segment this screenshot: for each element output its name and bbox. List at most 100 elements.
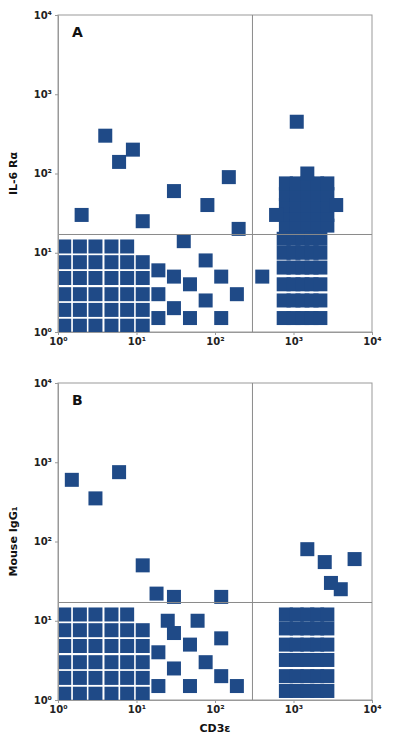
point (58, 623, 71, 637)
point (313, 232, 327, 246)
tick-mark (55, 542, 58, 543)
tick: 10⁰ (34, 695, 58, 706)
tick: 10¹ (128, 332, 146, 347)
point (120, 607, 134, 621)
point (136, 655, 150, 669)
gate-line (58, 602, 372, 603)
tick-mark (55, 700, 58, 701)
tick-mark (215, 332, 216, 335)
point (136, 623, 150, 637)
point (88, 671, 102, 685)
point (58, 607, 71, 621)
point (73, 271, 87, 285)
tick-label: 10⁴ (34, 10, 52, 21)
point (313, 293, 327, 307)
point (58, 303, 71, 317)
point (136, 687, 150, 700)
point (313, 246, 327, 260)
tick: 10³ (34, 457, 58, 468)
point (199, 253, 213, 267)
point (320, 638, 334, 652)
point (104, 239, 118, 253)
point (112, 155, 126, 169)
tick-label: 10² (206, 336, 224, 347)
point (120, 655, 134, 669)
point (98, 129, 112, 143)
tick: 10¹ (34, 247, 58, 258)
point (104, 607, 118, 621)
point (324, 576, 338, 590)
tick-label: 10¹ (128, 704, 146, 715)
point (161, 614, 175, 628)
point (120, 687, 134, 700)
tick: 10⁴ (363, 700, 381, 715)
point (320, 621, 334, 635)
tick: 10⁴ (34, 10, 58, 21)
point (136, 287, 150, 301)
point (73, 239, 87, 253)
tick-label: 10⁴ (363, 336, 381, 347)
point (104, 255, 118, 269)
tick-mark (137, 700, 138, 703)
point (88, 491, 102, 505)
point (104, 287, 118, 301)
point (136, 214, 150, 228)
y-axis-title: IL-6 Rα (7, 151, 20, 195)
point (120, 639, 134, 653)
point (222, 170, 236, 184)
point (167, 661, 181, 675)
gate-line (58, 234, 372, 235)
gate-line (252, 383, 253, 700)
point (120, 319, 134, 332)
point (58, 271, 71, 285)
point (167, 270, 181, 284)
point (120, 255, 134, 269)
point (151, 311, 165, 325)
tick-mark (55, 15, 58, 16)
tick: 10⁰ (34, 327, 58, 338)
tick: 10² (206, 332, 224, 347)
point (230, 287, 244, 301)
point (320, 684, 334, 698)
tick: 10¹ (34, 615, 58, 626)
point (136, 558, 150, 572)
panel-title: B (72, 392, 83, 408)
tick-label: 10⁰ (34, 695, 52, 706)
tick-label: 10⁰ (49, 704, 67, 715)
y-axis: 10⁰10¹10²10³10⁴ (34, 378, 59, 706)
tick-label: 10⁴ (363, 704, 381, 715)
point (104, 687, 118, 700)
point (151, 645, 165, 659)
point (255, 270, 269, 284)
panel-title: A (72, 24, 83, 40)
point (320, 653, 334, 667)
point (120, 287, 134, 301)
point (88, 239, 102, 253)
tick-label: 10¹ (34, 247, 52, 258)
plot-frame (58, 383, 372, 700)
axis-line (55, 384, 59, 701)
axis-line (59, 333, 373, 336)
point (88, 255, 102, 269)
tick-mark (372, 700, 373, 703)
point (183, 311, 197, 325)
y-axis-title: Mouse IgG₁ (7, 506, 20, 576)
panel: 10⁰10¹10²10³10⁴10⁰10¹10²10³10⁴BMouse IgG… (7, 378, 382, 735)
tick: 10¹ (128, 700, 146, 715)
point (104, 639, 118, 653)
point (104, 671, 118, 685)
point (73, 655, 87, 669)
x-axis: 10⁰10¹10²10³10⁴ (49, 332, 381, 347)
tick-mark (294, 332, 295, 335)
point (167, 184, 181, 198)
point (104, 655, 118, 669)
point (112, 465, 126, 479)
point (348, 552, 362, 566)
point (73, 671, 87, 685)
point (136, 319, 150, 332)
point (214, 270, 228, 284)
point (151, 287, 165, 301)
tick: 10² (206, 700, 224, 715)
x-axis-title: CD3ε (200, 722, 231, 735)
tick-mark (55, 332, 58, 333)
